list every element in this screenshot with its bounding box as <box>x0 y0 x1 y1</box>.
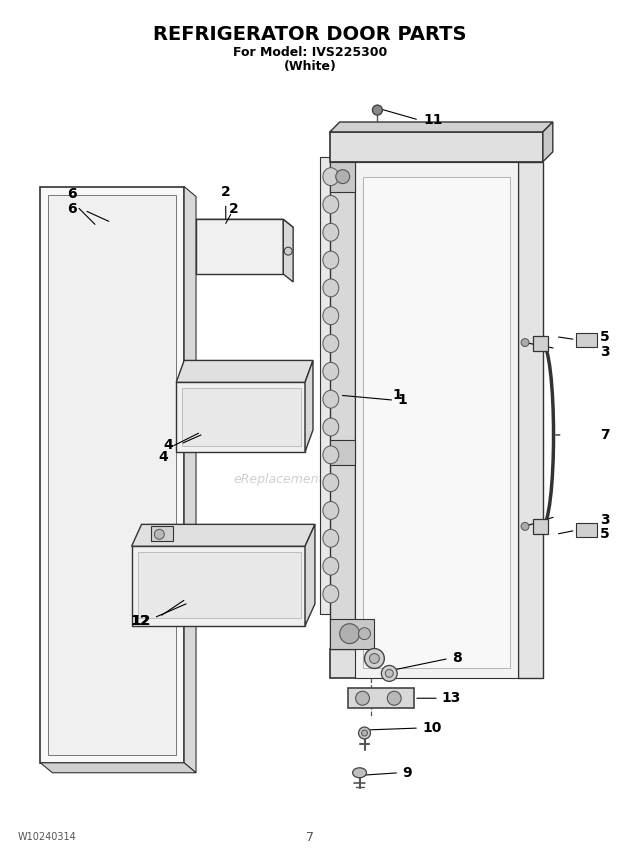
Ellipse shape <box>323 529 339 547</box>
Polygon shape <box>48 194 176 755</box>
Ellipse shape <box>370 653 379 663</box>
Text: 12: 12 <box>131 614 151 627</box>
Ellipse shape <box>154 529 164 539</box>
Ellipse shape <box>373 105 383 115</box>
Polygon shape <box>131 525 315 546</box>
Ellipse shape <box>323 502 339 520</box>
Text: 6: 6 <box>68 187 77 201</box>
Ellipse shape <box>323 418 339 436</box>
Polygon shape <box>40 763 196 773</box>
Bar <box>320 157 342 614</box>
Text: REFRIGERATOR DOOR PARTS: REFRIGERATOR DOOR PARTS <box>153 25 467 44</box>
Text: eReplacementParts.com: eReplacementParts.com <box>234 473 386 486</box>
Ellipse shape <box>365 649 384 669</box>
Text: 12: 12 <box>130 614 149 627</box>
Ellipse shape <box>358 727 371 739</box>
Polygon shape <box>176 383 305 452</box>
Polygon shape <box>138 552 301 618</box>
Ellipse shape <box>361 730 368 736</box>
Text: 7: 7 <box>600 428 609 442</box>
Ellipse shape <box>340 624 360 644</box>
Text: 1: 1 <box>397 393 407 407</box>
Ellipse shape <box>521 522 529 531</box>
Polygon shape <box>330 619 374 649</box>
Polygon shape <box>305 360 313 452</box>
Ellipse shape <box>358 627 371 639</box>
Polygon shape <box>151 526 173 541</box>
Text: 3: 3 <box>600 514 609 527</box>
Text: 6: 6 <box>67 202 77 217</box>
Ellipse shape <box>356 692 370 705</box>
Ellipse shape <box>336 169 350 183</box>
Polygon shape <box>330 440 355 465</box>
Ellipse shape <box>323 446 339 464</box>
Text: 9: 9 <box>402 766 412 780</box>
Text: 4: 4 <box>159 450 168 464</box>
Polygon shape <box>176 360 313 383</box>
Bar <box>575 333 598 347</box>
Text: 4: 4 <box>163 438 173 452</box>
Ellipse shape <box>323 390 339 408</box>
Polygon shape <box>348 688 414 708</box>
Ellipse shape <box>323 251 339 269</box>
Ellipse shape <box>323 195 339 213</box>
Polygon shape <box>330 132 543 162</box>
Polygon shape <box>182 389 301 446</box>
Text: 8: 8 <box>452 651 461 665</box>
Ellipse shape <box>323 279 339 297</box>
Polygon shape <box>196 219 293 228</box>
Text: 3: 3 <box>600 346 609 360</box>
Polygon shape <box>305 525 315 626</box>
Polygon shape <box>518 162 543 678</box>
Ellipse shape <box>323 585 339 603</box>
Ellipse shape <box>521 339 529 347</box>
Ellipse shape <box>323 223 339 241</box>
Ellipse shape <box>353 768 366 778</box>
Bar <box>575 523 598 538</box>
Ellipse shape <box>323 168 339 186</box>
Polygon shape <box>196 219 283 274</box>
Polygon shape <box>330 649 543 678</box>
Ellipse shape <box>323 335 339 353</box>
Ellipse shape <box>385 669 393 677</box>
Ellipse shape <box>323 362 339 380</box>
Polygon shape <box>533 336 548 350</box>
Ellipse shape <box>381 665 397 681</box>
Text: 1: 1 <box>392 389 402 402</box>
Polygon shape <box>543 122 553 162</box>
Text: For Model: IVS225300: For Model: IVS225300 <box>233 46 387 60</box>
Polygon shape <box>330 162 355 192</box>
Polygon shape <box>131 546 305 626</box>
Text: (White): (White) <box>283 61 337 74</box>
Text: 10: 10 <box>422 721 441 735</box>
Polygon shape <box>355 162 518 678</box>
Polygon shape <box>330 122 553 132</box>
Text: 2: 2 <box>221 186 231 199</box>
Ellipse shape <box>323 473 339 491</box>
Ellipse shape <box>284 247 292 255</box>
Polygon shape <box>533 520 548 534</box>
Text: 2: 2 <box>229 202 239 217</box>
Polygon shape <box>40 187 184 763</box>
Text: 13: 13 <box>442 692 461 705</box>
Text: 5: 5 <box>600 330 609 343</box>
Text: 7: 7 <box>306 831 314 844</box>
Polygon shape <box>184 187 196 773</box>
Ellipse shape <box>323 557 339 575</box>
Polygon shape <box>363 176 510 669</box>
Ellipse shape <box>388 692 401 705</box>
Polygon shape <box>330 162 355 649</box>
Ellipse shape <box>323 306 339 324</box>
Text: 5: 5 <box>600 527 609 541</box>
Polygon shape <box>283 219 293 282</box>
Text: W10240314: W10240314 <box>17 832 76 842</box>
Text: 11: 11 <box>423 113 443 127</box>
